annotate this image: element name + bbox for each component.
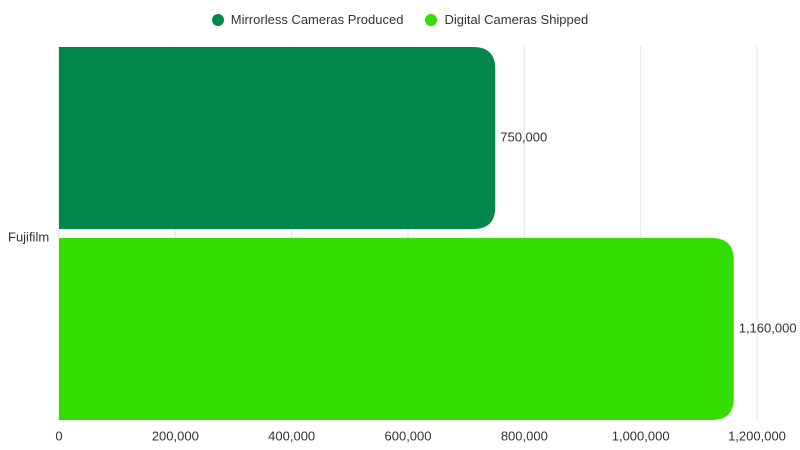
x-tick-label: 0: [55, 428, 62, 443]
data-label-digital: 1,160,000: [739, 320, 797, 335]
x-tick-label: 1,000,000: [612, 428, 670, 443]
x-tick-label: 400,000: [268, 428, 315, 443]
legend-label-digital: Digital Cameras Shipped: [444, 12, 589, 27]
data-label-mirrorless: 750,000: [500, 129, 547, 144]
x-tick-label: 800,000: [501, 428, 548, 443]
legend-label-mirrorless: Mirrorless Cameras Produced: [230, 12, 404, 27]
legend-item-digital[interactable]: Digital Cameras Shipped: [425, 12, 588, 27]
x-tick-label: 600,000: [385, 428, 432, 443]
category-label: Fujifilm: [8, 229, 49, 244]
bar-mirrorless[interactable]: [59, 47, 496, 229]
x-tick-label: 200,000: [152, 428, 199, 443]
bars: [59, 47, 734, 420]
x-tick-label: 1,200,000: [728, 428, 786, 443]
legend-swatch-digital: [425, 13, 438, 26]
legend-item-mirrorless[interactable]: Mirrorless Cameras Produced: [211, 12, 404, 27]
bar-digital[interactable]: [59, 238, 734, 420]
data-labels: 750,000 1,160,000: [500, 129, 796, 335]
legend: Mirrorless Cameras Produced Digital Came…: [0, 12, 800, 27]
x-axis: 0 200,000 400,000 600,000 800,000 1,000,000 1,…: [55, 428, 786, 443]
legend-swatch-mirrorless: [211, 13, 224, 26]
